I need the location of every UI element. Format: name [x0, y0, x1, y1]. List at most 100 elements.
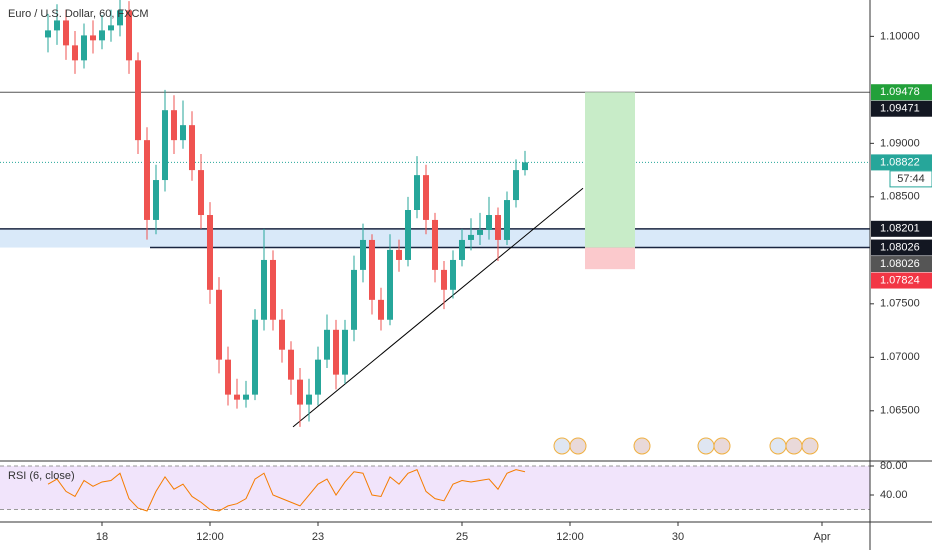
candle-body	[387, 249, 393, 320]
x-tick-label: 30	[672, 531, 684, 543]
event-icon	[713, 437, 731, 455]
candle-body	[324, 329, 330, 360]
candle-body	[162, 110, 168, 181]
candle-body	[414, 175, 420, 210]
price-label-box	[871, 84, 932, 101]
price-label-box	[871, 239, 932, 256]
candle-body	[153, 180, 159, 220]
y-tick-label: 1.08500	[880, 191, 920, 203]
candle-body	[180, 125, 186, 141]
chart-title: Euro / U.S. Dollar, 60, FXCM	[8, 8, 149, 20]
candle-body	[459, 239, 465, 260]
candle-body	[207, 215, 213, 290]
trendline	[292, 187, 584, 428]
candle-body	[225, 359, 231, 395]
candle-body	[261, 259, 267, 320]
candle-body	[315, 359, 321, 395]
rsi-tick-label: 80.00	[880, 460, 908, 472]
candle-body	[306, 394, 312, 405]
countdown-box	[889, 170, 932, 188]
price-label-box	[871, 256, 932, 273]
candle-body	[342, 329, 348, 375]
candle-body	[450, 259, 456, 290]
candle-body	[45, 30, 51, 38]
candle-body	[171, 110, 177, 141]
y-tick-label: 1.06500	[880, 405, 920, 417]
x-tick-label: Apr	[813, 531, 830, 543]
candle-body	[288, 349, 294, 380]
price-label: 1.08201	[880, 223, 920, 235]
candle-body	[405, 209, 411, 260]
price-label: 1.08822	[880, 156, 920, 168]
price-label: 1.07824	[880, 274, 920, 286]
y-tick-label: 1.07000	[880, 351, 920, 363]
candle-body	[504, 200, 510, 240]
position-target	[585, 92, 635, 248]
candle-body	[99, 30, 105, 41]
candle-body	[297, 379, 303, 405]
price-label: 1.09478	[880, 86, 920, 98]
x-tick-label: 12:00	[556, 531, 584, 543]
candle-body	[90, 35, 96, 41]
candle-body	[486, 215, 492, 230]
candle-body	[72, 45, 78, 61]
event-icon	[697, 437, 715, 455]
candle-body	[63, 20, 69, 46]
event-icon	[553, 437, 571, 455]
candle-body	[432, 219, 438, 270]
event-icon	[633, 437, 651, 455]
event-icon	[569, 437, 587, 455]
price-label: 1.08026	[880, 258, 920, 270]
rsi-line	[47, 468, 526, 512]
candle-body	[144, 140, 150, 220]
candle-body	[126, 10, 132, 61]
candle-body	[117, 10, 123, 26]
candle-body	[378, 299, 384, 320]
y-tick-label: 1.10000	[880, 30, 920, 42]
candle-body	[108, 25, 114, 31]
x-tick-label: 18	[96, 531, 108, 543]
price-label-box	[871, 220, 932, 237]
position-stop	[585, 247, 635, 270]
x-tick-label: 12:00	[196, 531, 224, 543]
candle-body	[252, 319, 258, 395]
price-label: 1.09471	[880, 103, 920, 115]
candle-body	[243, 394, 249, 400]
candle-body	[522, 162, 528, 171]
candle-body	[441, 269, 447, 290]
candle-body	[351, 269, 357, 330]
candle-body	[81, 35, 87, 61]
price-label-box	[871, 154, 932, 171]
candle-body	[360, 239, 366, 270]
event-icon	[769, 437, 787, 455]
candle-body	[333, 329, 339, 375]
price-label-box	[871, 100, 932, 117]
candle-body	[513, 170, 519, 201]
rsi-tick-label: 40.00	[880, 489, 908, 501]
candle-body	[234, 394, 240, 400]
countdown: 57:44	[897, 173, 925, 185]
price-label: 1.08026	[880, 241, 920, 253]
candle-body	[495, 215, 501, 240]
candle-body	[396, 249, 402, 260]
candle-body	[54, 20, 60, 31]
candle-body	[189, 125, 195, 171]
event-icon	[785, 437, 803, 455]
y-tick-label: 1.07500	[880, 298, 920, 310]
price-label-box	[871, 272, 932, 289]
event-icons	[553, 437, 819, 455]
candle-body	[423, 175, 429, 220]
y-tick-label: 1.09000	[880, 137, 920, 149]
x-tick-label: 23	[312, 531, 324, 543]
rsi-title: RSI (6, close)	[8, 470, 75, 482]
candle-body	[270, 259, 276, 320]
candle-body	[477, 230, 483, 235]
candle-body	[135, 60, 141, 141]
rsi-band	[0, 465, 870, 510]
candle-body	[279, 319, 285, 350]
event-icon	[801, 437, 819, 455]
candle-body	[216, 289, 222, 360]
candle-body	[198, 170, 204, 216]
